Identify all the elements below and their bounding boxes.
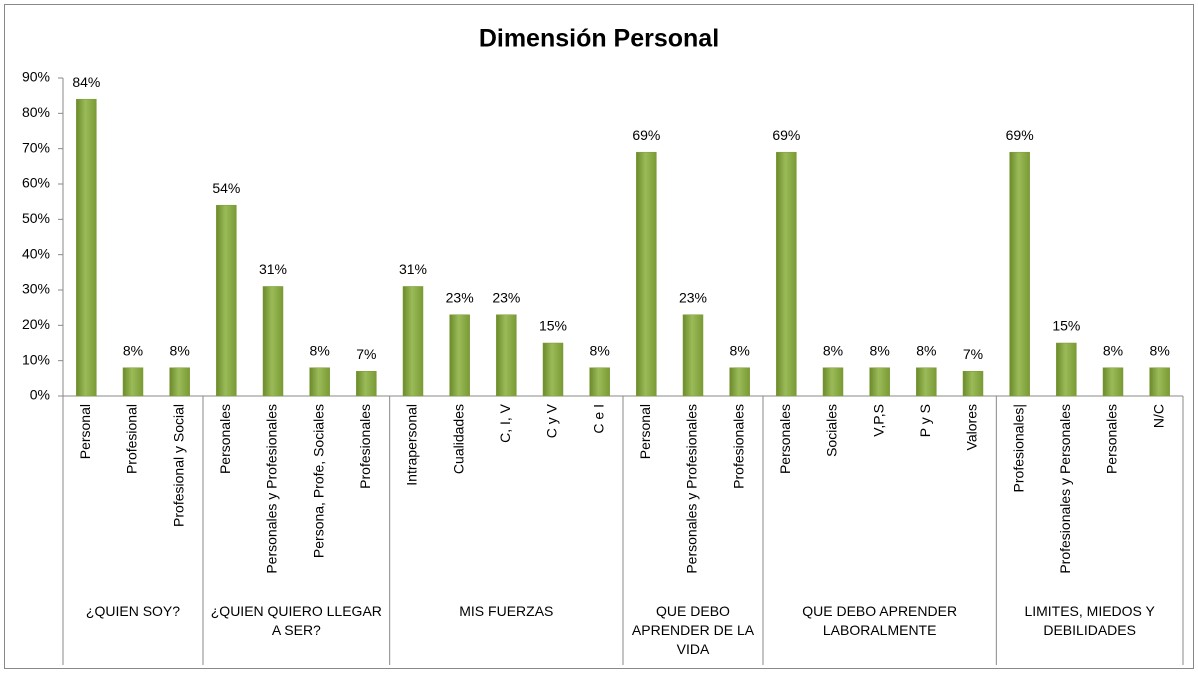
bar <box>542 342 564 397</box>
x-tick-label: Persona, Profe, Sociales <box>310 404 326 558</box>
data-label: 15% <box>1052 318 1080 334</box>
x-tick-label: Cualidades <box>450 404 466 474</box>
bar <box>122 367 144 397</box>
y-tick-label: 70% <box>22 139 50 155</box>
data-label: 15% <box>539 318 567 334</box>
data-label: 8% <box>590 342 610 358</box>
bar <box>682 314 704 397</box>
x-tick-label: V,P,S <box>870 404 886 437</box>
x-tick-label: Personales y Profesionales <box>684 404 700 574</box>
y-tick-label: 80% <box>22 104 50 120</box>
bar <box>1102 367 1124 397</box>
x-tick-label: Intrapersonal <box>404 404 420 486</box>
y-tick-label: 10% <box>22 351 50 367</box>
data-label: 8% <box>310 342 330 358</box>
x-tick-label: Profesional y Social <box>170 404 186 527</box>
x-tick-label: C e I <box>590 404 606 434</box>
bar <box>262 286 284 397</box>
data-label: 23% <box>446 289 474 305</box>
data-label: 8% <box>823 342 843 358</box>
bar <box>962 371 984 397</box>
data-label: 8% <box>916 342 936 358</box>
bar <box>916 367 937 397</box>
data-label: 8% <box>1150 342 1170 358</box>
group-label: ¿QUIEN QUIERO LLEGAR A SER? <box>210 603 382 638</box>
data-label: 8% <box>1103 342 1123 358</box>
x-tick-label: Personales <box>217 404 233 474</box>
x-tick-label: Profesionales <box>730 404 746 489</box>
group-label-box: ¿QUIEN QUIERO LLEGAR A SER? <box>210 603 382 638</box>
y-tick-label: 90% <box>22 69 50 85</box>
bar <box>402 286 424 397</box>
data-label: 69% <box>1006 127 1034 143</box>
x-tick-label: Profesionales y Personales <box>1057 404 1073 574</box>
bar <box>169 367 190 397</box>
x-tick-label: Profesionales <box>357 404 373 489</box>
data-label: 8% <box>870 342 890 358</box>
group-label: ¿QUIEN SOY? <box>85 603 181 619</box>
y-tick-label: 50% <box>22 210 50 226</box>
bar <box>496 314 517 397</box>
x-tick-label: Personales y Profesionales <box>264 404 280 574</box>
bar <box>589 367 610 397</box>
bar <box>76 98 97 397</box>
group-label: MIS FUERZAS <box>459 603 554 619</box>
x-tick-label: C, I, V <box>497 403 513 443</box>
group-label: QUE DEBO APRENDER DE LA VIDA <box>631 603 755 657</box>
data-label: 8% <box>730 342 750 358</box>
x-tick-label: C y V <box>544 403 560 438</box>
data-label: 23% <box>492 289 520 305</box>
y-tick-label: 40% <box>22 245 50 261</box>
bar <box>869 367 890 397</box>
bar <box>216 204 237 397</box>
data-label: 7% <box>963 346 983 362</box>
group-label: QUE DEBO APRENDER LABORALMENTE <box>802 603 958 638</box>
y-tick-label: 0% <box>30 387 50 403</box>
y-tick-label: 60% <box>22 175 50 191</box>
y-tick-label: 30% <box>22 281 50 297</box>
group-label-box: QUE DEBO APRENDER DE LA VIDA <box>631 603 755 657</box>
x-tick-label: P y S <box>917 404 933 437</box>
data-label: 69% <box>632 127 660 143</box>
bar <box>1149 367 1170 397</box>
data-label: 8% <box>123 342 143 358</box>
bar <box>356 371 377 397</box>
x-tick-label: Personales <box>1104 404 1120 474</box>
group-label: LIMITES, MIEDOS Y DEBILIDADES <box>1024 603 1155 638</box>
x-tick-label: Personales <box>777 404 793 474</box>
data-label: 31% <box>399 261 427 277</box>
y-tick-label: 20% <box>22 316 50 332</box>
group-label-box: LIMITES, MIEDOS Y DEBILIDADES <box>1024 603 1155 638</box>
bar <box>1009 151 1030 397</box>
group-label-box: MIS FUERZAS <box>459 603 554 619</box>
data-label: 7% <box>356 346 376 362</box>
bar <box>636 151 657 397</box>
bar <box>776 151 797 397</box>
x-tick-label: Sociales <box>824 404 840 457</box>
group-label-box: ¿QUIEN SOY? <box>85 603 181 619</box>
bar <box>729 367 750 397</box>
x-tick-label: Personal <box>77 404 93 459</box>
data-label: 8% <box>170 342 190 358</box>
data-label: 84% <box>72 74 100 90</box>
bar <box>309 367 330 397</box>
data-label: 54% <box>212 180 240 196</box>
bar <box>449 314 470 397</box>
x-tick-label: N/C <box>1150 404 1166 428</box>
x-tick-label: Valores <box>964 404 980 450</box>
x-tick-label: Profesional <box>124 404 140 474</box>
data-label: 31% <box>259 261 287 277</box>
group-label-box: QUE DEBO APRENDER LABORALMENTE <box>802 603 958 638</box>
data-label: 23% <box>679 289 707 305</box>
bar <box>822 367 844 397</box>
x-tick-label: Profesionales| <box>1010 404 1026 492</box>
bar <box>1056 342 1077 397</box>
data-label: 69% <box>772 127 800 143</box>
chart-title: Dimensión Personal <box>479 25 719 53</box>
x-tick-label: Personal <box>637 404 653 459</box>
